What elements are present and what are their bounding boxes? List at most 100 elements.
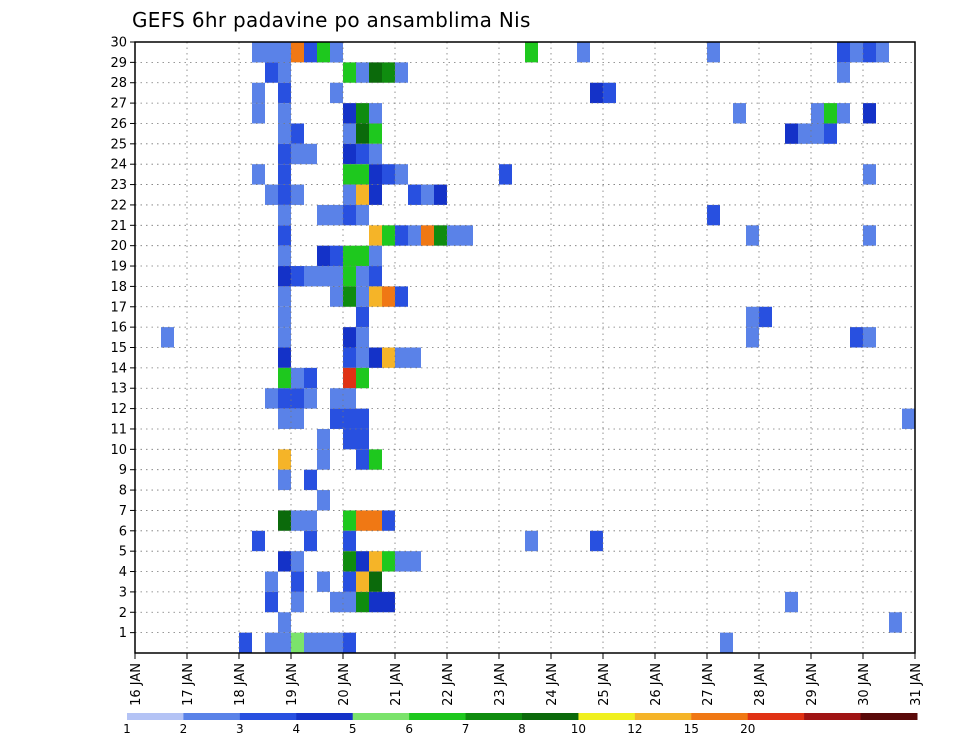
heatmap-cell [863, 225, 876, 246]
heatmap-cell [746, 306, 759, 328]
heatmap-cell [434, 184, 447, 205]
heatmap-cell [356, 408, 369, 429]
heatmap-cell [863, 42, 876, 63]
x-tick-label: 31 JAN [909, 663, 924, 706]
y-tick-label: 16 [110, 321, 127, 336]
y-tick-label: 10 [110, 443, 127, 458]
heatmap-cell [785, 591, 798, 613]
heatmap-cell [499, 164, 512, 185]
heatmap-cell [278, 347, 291, 368]
heatmap-cell [707, 42, 720, 63]
heatmap-cell [785, 123, 798, 144]
heatmap-cell [395, 551, 408, 572]
heatmap-cell [291, 367, 304, 389]
heatmap-cell [369, 266, 382, 287]
heatmap-cell [850, 327, 863, 348]
colorbar-label: 2 [180, 722, 188, 736]
colorbar-swatch [691, 713, 749, 720]
heatmap-cell [278, 612, 291, 633]
x-tick-label: 20 JAN [337, 663, 352, 706]
heatmap-cell [343, 347, 356, 368]
heatmap-cell [837, 42, 850, 63]
heatmap-cell [343, 123, 356, 144]
heatmap-cell [720, 632, 733, 653]
heatmap-cell [343, 428, 356, 450]
y-tick-label: 9 [119, 463, 127, 478]
heatmap-cell [265, 591, 278, 613]
heatmap-cell [356, 266, 369, 287]
heatmap-cell [317, 245, 330, 267]
y-tick-label: 6 [119, 524, 127, 539]
heatmap-cell [304, 469, 317, 491]
y-tick-label: 18 [110, 280, 127, 295]
y-tick-label: 22 [110, 198, 127, 213]
heatmap-cell [265, 42, 278, 63]
heatmap-cell [434, 225, 447, 246]
x-tick-label: 16 JAN [129, 663, 144, 706]
y-tick-label: 30 [110, 36, 127, 51]
heatmap-cell [395, 347, 408, 368]
y-tick-label: 19 [110, 260, 127, 275]
x-tick-label: 18 JAN [233, 663, 248, 706]
heatmap-cell [876, 42, 889, 63]
heatmap-cell [330, 408, 343, 429]
heatmap-cell [356, 551, 369, 572]
colorbar-swatch [860, 713, 918, 720]
colorbar-label: 7 [462, 722, 470, 736]
heatmap-cell [304, 510, 317, 531]
heatmap-cell [304, 143, 317, 165]
grid-lines [135, 41, 915, 653]
heatmap-cell [369, 571, 382, 592]
x-tick-label: 23 JAN [493, 663, 508, 706]
heatmap-cell [356, 103, 369, 124]
heatmap-cell [343, 204, 356, 226]
x-tick-label: 22 JAN [441, 663, 456, 706]
heatmap-cell [343, 286, 356, 307]
heatmap-cell [408, 347, 421, 368]
heatmap-cell [330, 204, 343, 226]
colorbar-legend: 1 2 3 4 5 6 7 8 10 12 15 20 [123, 713, 918, 736]
heatmap-cell [837, 103, 850, 124]
heatmap-cell [343, 143, 356, 165]
heatmap-cell [356, 591, 369, 613]
colorbar-swatch [465, 713, 523, 720]
heatmap-cell [265, 632, 278, 653]
y-tick-label: 1 [119, 626, 127, 641]
colorbar-label: 20 [740, 722, 755, 736]
heatmap-cell [317, 449, 330, 470]
heatmap-cell [382, 164, 395, 185]
heatmap-cell [278, 632, 291, 653]
x-tick-label: 28 JAN [753, 663, 768, 706]
heatmap-cell [759, 306, 772, 328]
heatmap-cell [278, 306, 291, 328]
heatmap-cell [330, 591, 343, 613]
x-tick-label: 24 JAN [545, 663, 560, 706]
heatmap-cell [343, 591, 356, 613]
heatmap-cell [811, 103, 824, 124]
colorbar-label: 3 [236, 722, 244, 736]
heatmap-cell [291, 510, 304, 531]
heatmap-cell [382, 62, 395, 83]
heatmap-cell [317, 204, 330, 226]
heatmap-cell [356, 204, 369, 226]
heatmap-cell [343, 510, 356, 531]
heatmap-cell [356, 428, 369, 450]
heatmap-cell [330, 388, 343, 409]
heatmap-cell [824, 103, 837, 124]
y-tick-label: 24 [110, 158, 127, 173]
heatmap-cell [278, 286, 291, 307]
y-tick-label: 7 [119, 504, 127, 519]
heatmap-cell [291, 408, 304, 429]
heatmap-cell [330, 266, 343, 287]
x-tick-label: 21 JAN [389, 663, 404, 706]
heatmap-cell [291, 388, 304, 409]
heatmap-cell [265, 62, 278, 83]
heatmap-cell [395, 286, 408, 307]
heatmap-cell [278, 82, 291, 104]
heatmap-cell [252, 164, 265, 185]
heatmap-cell [252, 530, 265, 552]
heatmap-cell [356, 449, 369, 470]
heatmap-cell [369, 245, 382, 267]
heatmap-cell [304, 42, 317, 63]
